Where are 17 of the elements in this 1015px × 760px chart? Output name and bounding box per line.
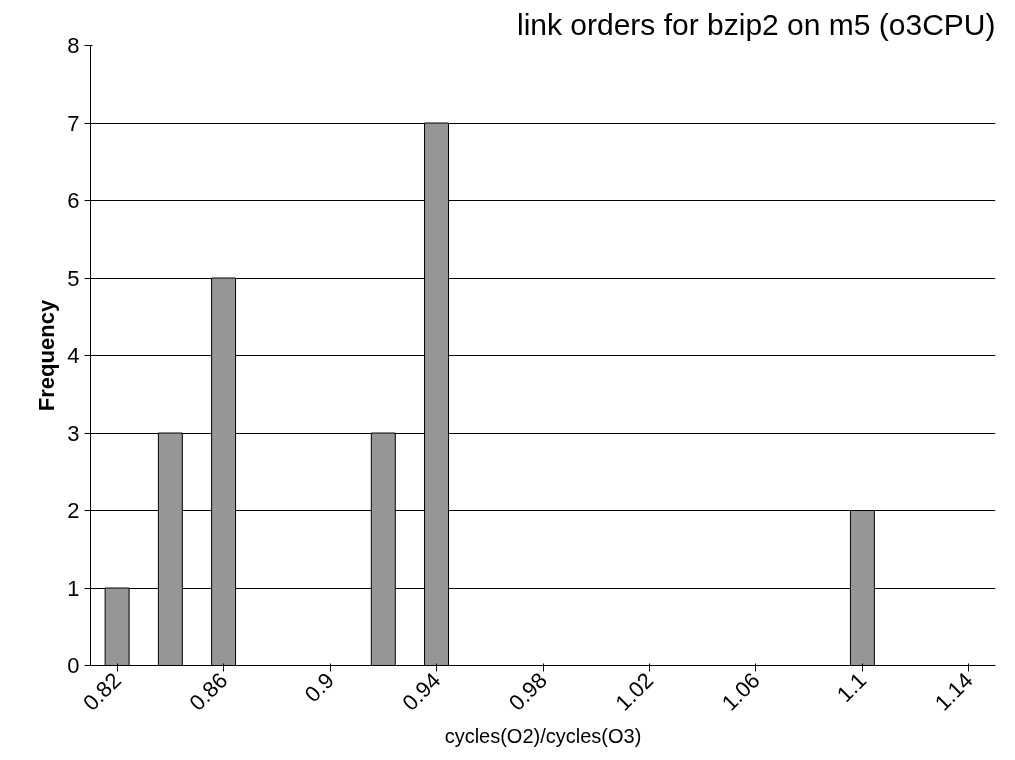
y-tick-label: 8 [67,33,80,58]
y-tick-label: 3 [67,420,80,446]
y-tick-label: 6 [67,188,80,213]
x-axis-title: cycles(O2)/cycles(O3) [444,725,642,748]
x-tick-label: 0.9 [299,667,339,707]
chart-title: link orders for bzip2 on m5 (o3CPU) [516,7,996,41]
y-tick-label: 5 [67,265,80,291]
x-tick-label: 1.1 [831,667,872,707]
y-tick-label: 7 [67,110,80,136]
x-tick-label: 0.94 [397,667,446,716]
x-tick-label: 0.98 [503,667,552,716]
y-tick-label: 1 [67,575,80,601]
y-tick-label: 2 [67,498,80,523]
x-tick-label: 0.86 [184,667,233,716]
y-axis-title: Frequency [34,299,60,412]
y-tick-label: 4 [67,343,80,368]
y-tick-label: 0 [67,653,80,678]
